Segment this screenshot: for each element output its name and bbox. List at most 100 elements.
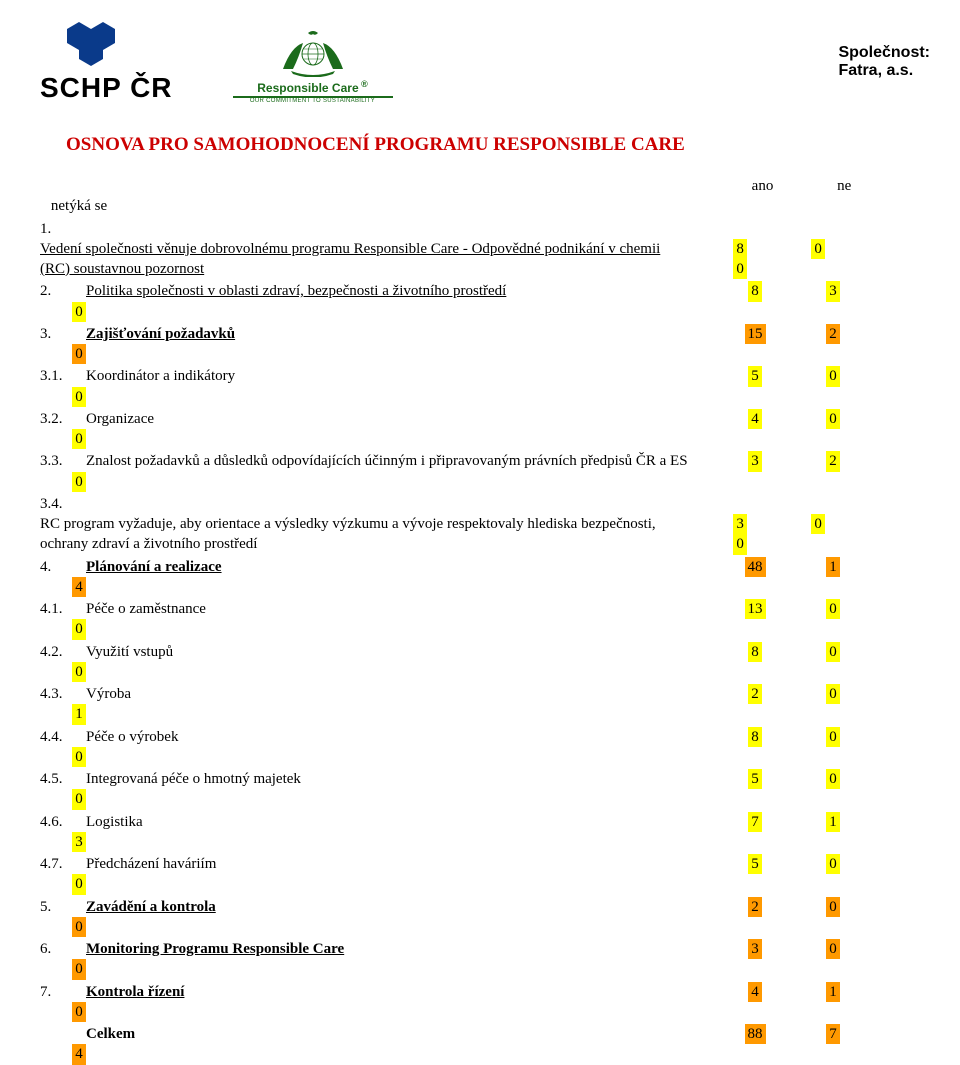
- responsible-care-logo: Responsible Care ® OUR COMMITMENT TO SUS…: [233, 29, 393, 104]
- cell-ne: 2: [794, 451, 872, 471]
- cell-netyka: 4: [40, 1044, 118, 1064]
- col-header-ano: ano: [724, 176, 802, 196]
- cell-ano: 3: [716, 451, 794, 471]
- outline-table: ano ne netýká se 1.Vedení společnosti vě…: [40, 176, 930, 1065]
- row-text: Vedení společnosti věnuje dobrovolnému p…: [40, 239, 670, 280]
- col-header-netyka: netýká se: [40, 196, 118, 216]
- cell-netyka: 0: [701, 259, 779, 279]
- table-row: 3.1.Koordinátor a indikátory500: [40, 366, 930, 407]
- cell-ne: 0: [779, 514, 857, 534]
- table-row: 7.Kontrola řízení410: [40, 982, 930, 1023]
- table-row: 4.5.Integrovaná péče o hmotný majetek500: [40, 769, 930, 810]
- row-number: 4.: [40, 557, 86, 577]
- cell-netyka: 0: [40, 917, 118, 937]
- cell-ne: 0: [794, 409, 872, 429]
- cell-ano: 5: [716, 854, 794, 874]
- cell-netyka: 3: [40, 832, 118, 852]
- hexagon-logo-icon: [59, 20, 154, 70]
- table-row: 3.Zajišťování požadavků152 0: [40, 324, 930, 365]
- cell-ano: 88: [716, 1024, 794, 1044]
- rc-subtitle: OUR COMMITMENT TO SUSTAINABILITY: [250, 98, 375, 104]
- row-number: 3.1.: [40, 366, 86, 386]
- cell-netyka: 0: [40, 619, 118, 639]
- cell-netyka: 0: [40, 1002, 118, 1022]
- cell-netyka: 0: [40, 789, 118, 809]
- table-row: 4.3.Výroba201: [40, 684, 930, 725]
- cell-ne: 3: [794, 281, 872, 301]
- cell-netyka: 0: [40, 874, 118, 894]
- cell-netyka: 0: [40, 472, 118, 492]
- table-row: 4.6.Logistika713: [40, 812, 930, 853]
- row-text: Zavádění a kontrola: [86, 897, 716, 917]
- cell-ne: 0: [794, 939, 872, 959]
- cell-ne: 0: [794, 599, 872, 619]
- schp-logo: SCHP ČR: [40, 20, 173, 104]
- row-number: 3.2.: [40, 409, 86, 429]
- company-name: Fatra, a.s.: [838, 62, 930, 80]
- row-number: 1.: [40, 219, 86, 239]
- schp-label: SCHP ČR: [40, 72, 173, 104]
- row-text: Péče o výrobek: [86, 727, 716, 747]
- row-number: 4.3.: [40, 684, 86, 704]
- cell-ano: 15: [716, 324, 794, 344]
- table-row: 1.Vedení společnosti věnuje dobrovolnému…: [40, 219, 930, 280]
- cell-netyka: 0: [40, 747, 118, 767]
- cell-netyka: 0: [40, 387, 118, 407]
- table-row: 6.Monitoring Programu Responsible Care30…: [40, 939, 930, 980]
- cell-ne: 1: [794, 812, 872, 832]
- cell-ano: 13: [716, 599, 794, 619]
- cell-ne: 0: [794, 854, 872, 874]
- cell-ano: 5: [716, 769, 794, 789]
- row-number: 3.: [40, 324, 86, 344]
- cell-ano: 3: [716, 939, 794, 959]
- cell-ano: 48: [716, 557, 794, 577]
- row-text: Monitoring Programu Responsible Care: [86, 939, 716, 959]
- cell-netyka: 0: [40, 344, 118, 364]
- company-label: Společnost:: [838, 44, 930, 62]
- row-text: Kontrola řízení: [86, 982, 716, 1002]
- row-text: Celkem: [86, 1024, 716, 1044]
- row-text: Koordinátor a indikátory: [86, 366, 716, 386]
- row-number: 4.4.: [40, 727, 86, 747]
- cell-ne: 0: [779, 239, 857, 259]
- row-text: Integrovaná péče o hmotný majetek: [86, 769, 716, 789]
- row-text: RC program vyžaduje, aby orientace a výs…: [40, 514, 670, 555]
- cell-ne: 0: [794, 366, 872, 386]
- cell-ne: 0: [794, 642, 872, 662]
- row-number: 4.6.: [40, 812, 86, 832]
- cell-ano: 2: [716, 897, 794, 917]
- table-row: 3.2.Organizace400: [40, 409, 930, 450]
- cell-ne: 7: [794, 1024, 872, 1044]
- cell-ne: 0: [794, 727, 872, 747]
- table-row: Celkem887 4: [40, 1024, 930, 1065]
- page-title: OSNOVA PRO SAMOHODNOCENÍ PROGRAMU RESPON…: [66, 134, 930, 156]
- cell-netyka: 1: [40, 704, 118, 724]
- table-row: 5.Zavádění a kontrola200: [40, 897, 930, 938]
- row-number: 7.: [40, 982, 86, 1002]
- row-number: 5.: [40, 897, 86, 917]
- row-text: Organizace: [86, 409, 716, 429]
- row-number: 3.4.: [40, 494, 86, 514]
- table-header: ano ne netýká se: [40, 176, 930, 217]
- row-text: Předcházení haváriím: [86, 854, 716, 874]
- col-header-ne: ne: [805, 176, 883, 196]
- cell-ne: 0: [794, 684, 872, 704]
- cell-ne: 1: [794, 557, 872, 577]
- cell-netyka: 0: [40, 302, 118, 322]
- row-number: 6.: [40, 939, 86, 959]
- table-row: 4.Plánování a realizace4814: [40, 557, 930, 598]
- table-row: 4.1.Péče o zaměstnance1300: [40, 599, 930, 640]
- cell-ne: 2: [794, 324, 872, 344]
- company-box: Společnost: Fatra, a.s.: [838, 44, 930, 80]
- table-row: 4.2.Využití vstupů800: [40, 642, 930, 683]
- row-number: 4.2.: [40, 642, 86, 662]
- row-number: 4.5.: [40, 769, 86, 789]
- cell-netyka: 0: [701, 534, 779, 554]
- cell-ano: 8: [701, 239, 779, 259]
- row-number: 4.7.: [40, 854, 86, 874]
- row-text: Politika společnosti v oblasti zdraví, b…: [86, 281, 716, 301]
- cell-ano: 7: [716, 812, 794, 832]
- table-row: 2.Politika společnosti v oblasti zdraví,…: [40, 281, 930, 322]
- cell-ano: 3: [701, 514, 779, 534]
- row-text: Zajišťování požadavků: [86, 324, 716, 344]
